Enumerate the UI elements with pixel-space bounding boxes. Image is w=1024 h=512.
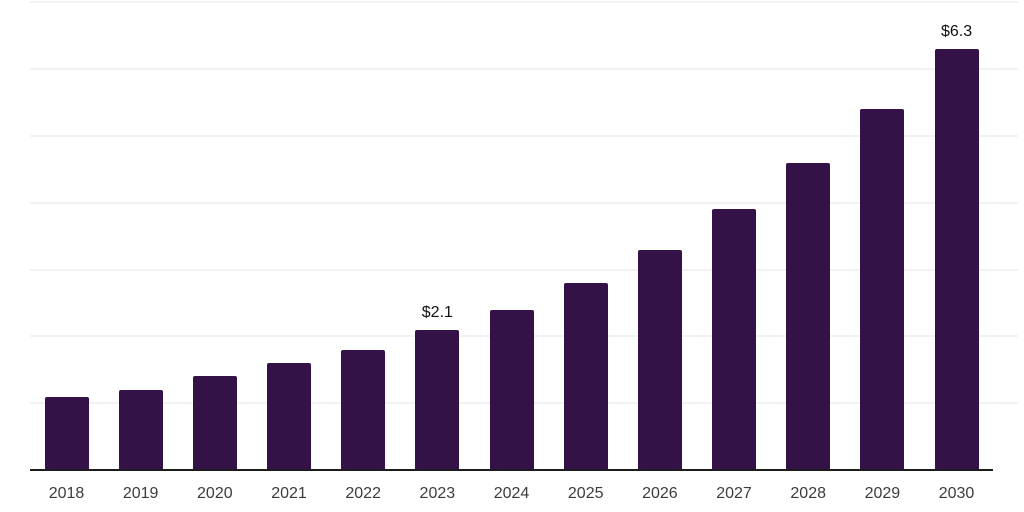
bar-2020 [192, 376, 237, 470]
bar-2018 [44, 396, 89, 470]
x-axis-tick-label-2021: 2021 [271, 485, 307, 502]
gridline-6 [30, 68, 1018, 71]
gridline-5 [30, 135, 1018, 137]
bar-2025 [563, 282, 608, 470]
x-axis-tick-label-2018: 2018 [48, 485, 85, 502]
bar-2022 [341, 349, 386, 470]
gridline-3 [30, 268, 1018, 271]
bar-2028 [786, 162, 831, 470]
bar-2024 [489, 309, 534, 470]
gridline-4 [30, 201, 1018, 204]
bar-value-label-2023: $2.1 [421, 303, 453, 321]
x-axis-tick-label-2023: 2023 [419, 485, 456, 502]
bar-2021 [267, 363, 311, 470]
bar-2030 [934, 49, 979, 470]
x-axis-tick-label-2019: 2019 [122, 485, 159, 502]
x-axis-tick-label-2030: 2030 [938, 485, 975, 502]
bar-2029 [860, 109, 905, 470]
bar-value-label-2030: $6.3 [940, 23, 973, 41]
x-axis-tick-label-2024: 2024 [493, 485, 530, 502]
bar-2027 [712, 209, 757, 470]
x-axis-tick-label-2022: 2022 [345, 485, 381, 502]
gridline-7 [30, 1, 1018, 4]
x-axis-line [30, 469, 993, 471]
bar-2023 [415, 329, 460, 470]
x-axis-tick-label-2025: 2025 [567, 485, 604, 502]
bar-2019 [118, 389, 163, 470]
x-axis-tick-label-2029: 2029 [864, 485, 901, 502]
bar-2026 [637, 249, 682, 470]
x-axis-tick-label-2028: 2028 [790, 485, 826, 502]
x-axis-tick-label-2020: 2020 [197, 485, 233, 502]
x-axis-tick-label-2027: 2027 [716, 485, 752, 502]
x-axis-tick-label-2026: 2026 [642, 485, 678, 502]
